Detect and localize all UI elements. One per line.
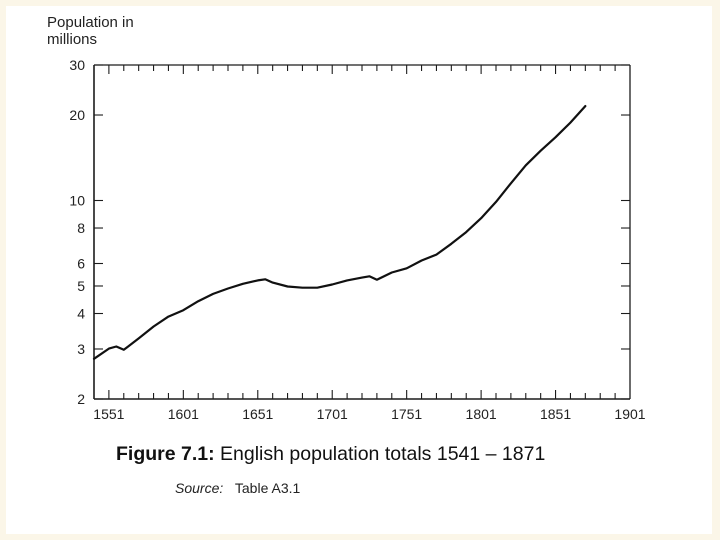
chart-series <box>92 104 587 360</box>
y-tick-label-6: 6 <box>77 256 85 272</box>
series-line-population <box>92 104 587 360</box>
x-tick-label-1551: 1551 <box>93 406 124 422</box>
scan-page <box>6 6 712 534</box>
y-tick-label-20: 20 <box>69 107 85 123</box>
figure-title: English population totals 1541 – 1871 <box>220 443 546 465</box>
x-tick-label-1801: 1801 <box>466 406 497 422</box>
chart-tick-labels: 2 3 4 5 6 8 10 20 30 1551 1601 1651 1701 1751 1801 1851… <box>69 57 645 422</box>
x-tick-label-1751: 1751 <box>391 406 422 422</box>
x-tick-label-1601: 1601 <box>168 406 199 422</box>
figure-label: Figure 7.1: <box>116 443 215 465</box>
chart-axes <box>93 64 631 400</box>
source-label: Source: <box>175 480 224 496</box>
figure-caption: Figure 7.1: English population totals 15… <box>116 443 676 466</box>
x-tick-label-1901: 1901 <box>614 406 645 422</box>
y-tick-label-8: 8 <box>77 220 85 236</box>
y-tick-label-3: 3 <box>77 341 85 357</box>
source-text: Table A3.1 <box>234 480 301 496</box>
y-tick-label-2: 2 <box>77 391 85 407</box>
x-tick-label-1651: 1651 <box>242 406 273 422</box>
y-tick-label-30: 30 <box>69 57 85 73</box>
chart-ticks <box>94 64 630 400</box>
y-tick-label-5: 5 <box>77 278 85 294</box>
y-tick-label-4: 4 <box>77 306 85 322</box>
x-tick-label-1851: 1851 <box>540 406 571 422</box>
figure-source: Source: Table A3.1 <box>175 480 475 496</box>
x-tick-label-1701: 1701 <box>317 406 348 422</box>
y-tick-label-10: 10 <box>69 192 85 208</box>
y-axis-label: Population in millions <box>47 14 134 48</box>
